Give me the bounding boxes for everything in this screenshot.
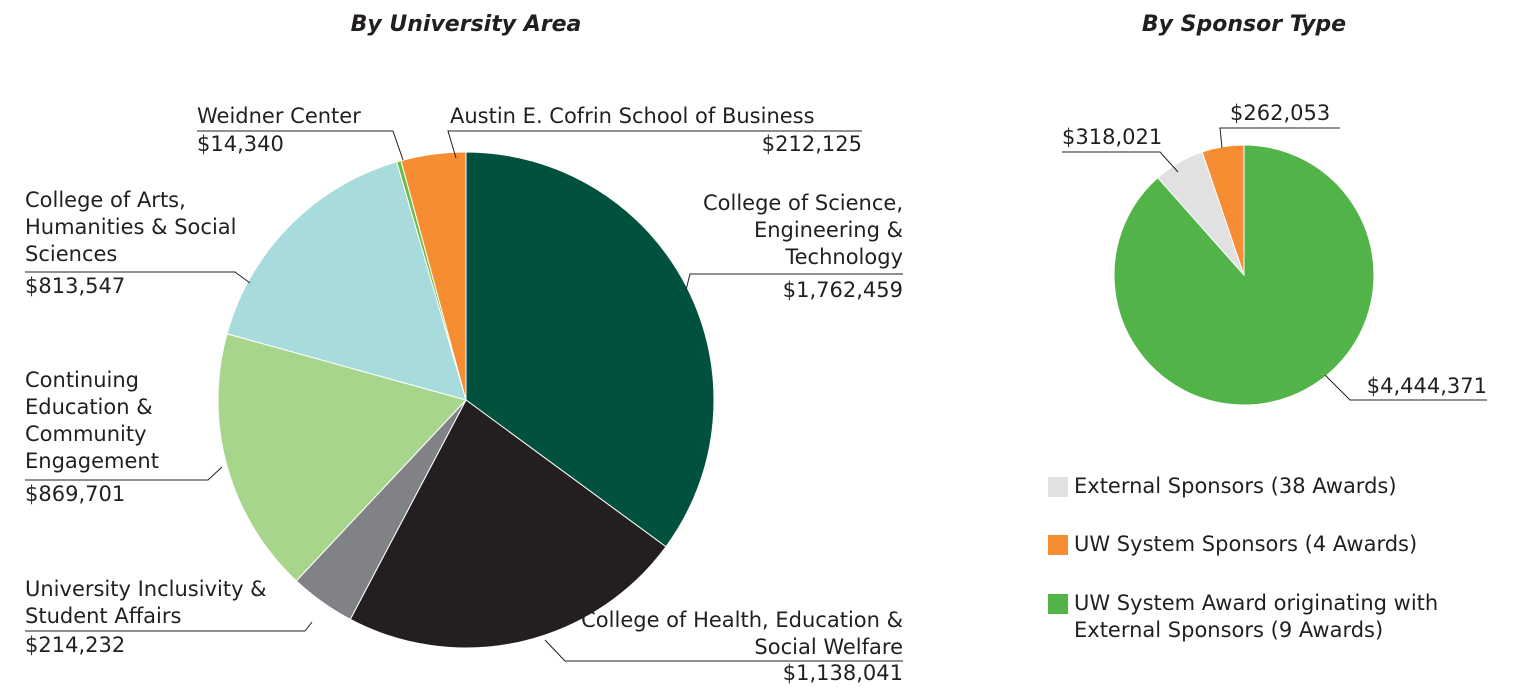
chart-title: By University Area [350, 12, 582, 37]
pie-slice [349, 399, 667, 649]
value-label: $262,053 [1230, 101, 1331, 125]
slice-label: University Inclusivity & Student Affairs [25, 577, 267, 628]
pie-slice [226, 161, 467, 401]
value-label: $212,125 [761, 132, 862, 156]
value-label: $14,340 [197, 132, 284, 156]
leader-line [25, 621, 313, 632]
pie-slice [400, 151, 467, 401]
leader-line [197, 130, 404, 161]
pie-sponsor [1113, 144, 1375, 406]
leader-line [25, 271, 251, 284]
chart-title: By Sponsor Type [1141, 12, 1347, 37]
legend-label: External Sponsors (38 Awards) [1074, 474, 1397, 498]
leader-line [544, 639, 903, 662]
pie-university [217, 151, 715, 649]
value-label: $214,232 [25, 633, 126, 657]
leader-line [685, 273, 903, 291]
leader-line [1219, 127, 1340, 149]
leader-line [25, 466, 223, 481]
pie-slice [1201, 144, 1245, 276]
leader-line [447, 130, 862, 159]
slice-label: Continuing Education & Community Engagem… [25, 368, 159, 473]
leader-line [1062, 151, 1179, 173]
legend-swatch [1048, 477, 1068, 497]
value-label: $813,547 [25, 274, 126, 298]
legend-swatch [1048, 594, 1068, 614]
value-label: $1,138,041 [782, 661, 903, 685]
slice-label: Austin E. Cofrin School of Business [450, 104, 815, 128]
value-label: $869,701 [25, 482, 126, 506]
legend-swatch [1048, 535, 1068, 555]
value-label: $4,444,371 [1366, 374, 1487, 398]
pie-slice [217, 333, 467, 582]
slice-label: College of Health, Education & Social We… [581, 608, 903, 659]
value-label: $1,762,459 [782, 278, 903, 302]
slice-label: Weidner Center [197, 104, 361, 128]
pie-slice [465, 151, 715, 548]
slice-label: College of Arts, Humanities & Social Sci… [25, 188, 237, 266]
legend-label: UW System Award originating with Externa… [1074, 591, 1439, 642]
slice-label: College of Science, Engineering & Techno… [702, 191, 903, 269]
legend-label: UW System Sponsors (4 Awards) [1074, 532, 1418, 556]
value-label: $318,021 [1062, 125, 1163, 149]
leader-line [1324, 374, 1487, 401]
